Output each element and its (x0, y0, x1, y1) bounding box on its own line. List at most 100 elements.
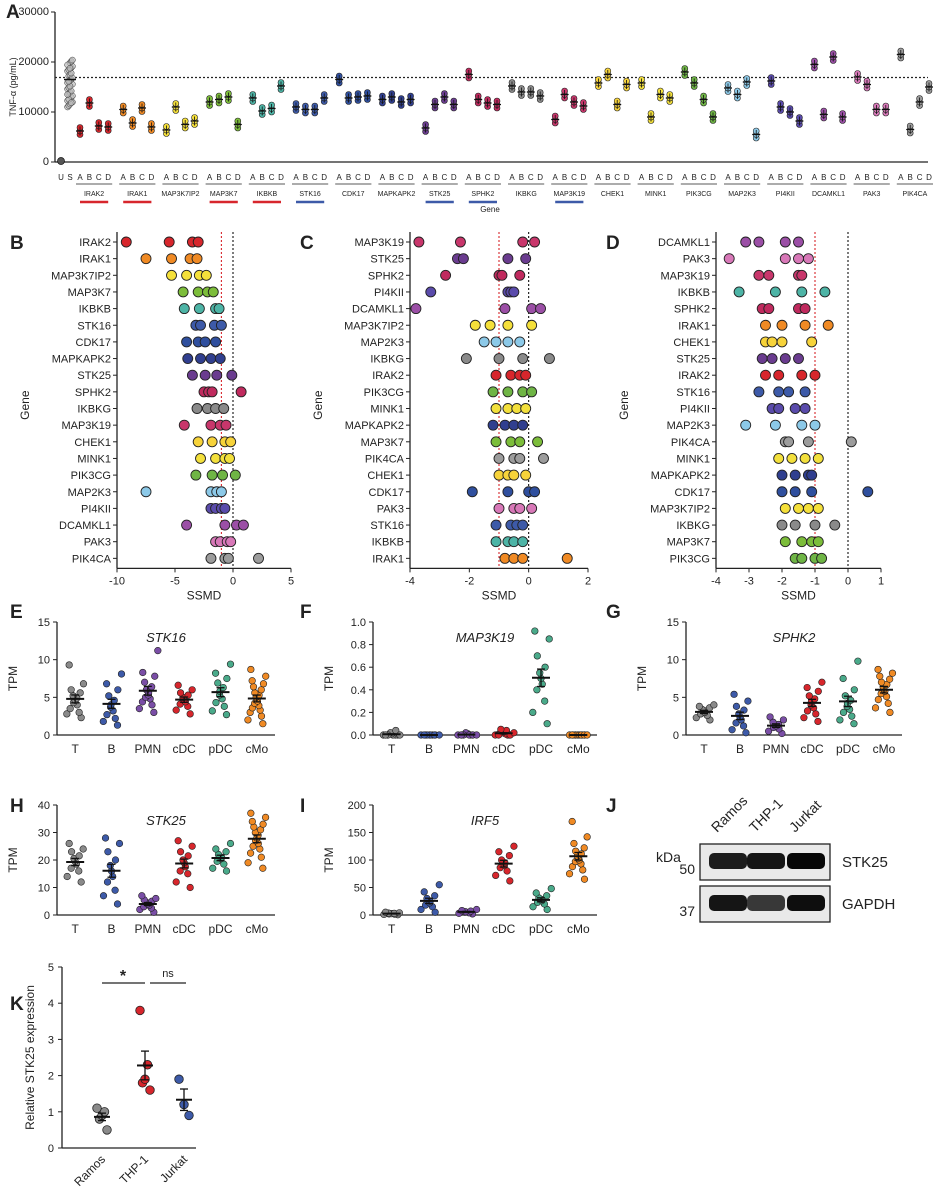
data-point (766, 353, 778, 364)
data-point (514, 269, 526, 281)
data-point (533, 652, 541, 660)
gene-label: STK16 (370, 520, 404, 532)
y-tick-label: 2 (48, 1071, 54, 1083)
data-point (779, 716, 788, 724)
gene-label: SPHK2 (368, 270, 404, 282)
data-point (812, 502, 824, 514)
x-tick-label-replicate: B (692, 173, 697, 182)
data-point (773, 453, 785, 464)
x-tick-label-replicate: B (216, 173, 221, 182)
data-point (829, 519, 841, 531)
x-tick-label: B (425, 922, 433, 936)
data-point (536, 669, 544, 677)
data-point (822, 319, 834, 331)
gene-label: IKBKG (77, 404, 111, 416)
x-tick-label: Ramos (71, 1152, 108, 1189)
data-point (492, 871, 500, 880)
x-tick-label-replicate: D (365, 173, 371, 182)
y-tick-label: 0 (44, 730, 50, 742)
data-point (796, 269, 808, 281)
x-tick-label-replicate: A (380, 173, 386, 182)
gene-title: STK16 (146, 630, 187, 645)
gene-label: CHEK1 (74, 437, 111, 449)
data-point (845, 436, 857, 448)
data-point (514, 502, 526, 514)
data-point (779, 236, 791, 248)
x-tick-label-replicate: A (250, 173, 256, 182)
data-point (756, 353, 768, 364)
gene-label: IKBKB (372, 537, 404, 549)
data-point (229, 469, 241, 481)
x-tick-label-replicate: A (121, 173, 127, 182)
data-point (191, 403, 203, 414)
gene-label: STK25 (370, 254, 404, 266)
x-tick-label-replicate: B (821, 173, 826, 182)
x-tick-label: T (388, 922, 396, 936)
data-point (259, 680, 268, 688)
data-point (505, 851, 513, 860)
x-tick-label: 0 (230, 575, 236, 587)
x-tick-label: -4 (711, 575, 721, 587)
data-point (487, 386, 499, 398)
x-tick-label-replicate: C (442, 173, 448, 182)
data-point (435, 881, 443, 889)
data-point (184, 870, 192, 878)
data-point (884, 699, 892, 707)
data-point (514, 436, 526, 448)
gene-group-label: DCAMKL1 (812, 191, 845, 198)
data-point (779, 536, 791, 548)
data-point (163, 236, 175, 248)
x-tick-label-replicate: A (725, 173, 731, 182)
gene-label: MAP3K7IP2 (344, 320, 404, 332)
data-point (211, 669, 220, 677)
x-tick-label: -5 (170, 575, 180, 587)
data-point (779, 353, 791, 364)
gene-label: MAP3K7IP2 (650, 503, 710, 515)
y-tick-label: 0.0 (351, 730, 366, 742)
gene-label: IKBKG (676, 520, 710, 532)
blot-band (747, 853, 785, 869)
data-point (246, 849, 255, 857)
control-point-stim (64, 91, 71, 98)
data-point (166, 253, 177, 265)
x-tick-label-replicate: C (139, 173, 145, 182)
data-point (796, 419, 808, 431)
x-tick-label: pDC (836, 742, 860, 756)
x-tick-label: cDC (172, 922, 196, 936)
data-point (199, 336, 211, 348)
data-point (212, 699, 220, 707)
data-point (248, 677, 256, 685)
data-point (226, 369, 238, 381)
gene-group-label: MAP2K3 (728, 191, 756, 198)
data-point (490, 403, 502, 414)
data-point (188, 686, 196, 694)
data-point (862, 486, 874, 498)
lane-label: THP-1 (746, 795, 786, 835)
gene-label: IRAK1 (372, 553, 404, 565)
x-tick-label-replicate: C (701, 173, 707, 182)
data-point (102, 680, 111, 688)
gene-label: IKBKG (370, 354, 404, 366)
x-tick-label: cMo (245, 742, 268, 756)
x-tick-label: 2 (585, 575, 591, 587)
data-point (502, 386, 514, 398)
data-point (186, 710, 194, 718)
data-point (199, 369, 211, 381)
data-point (776, 486, 788, 498)
data-point (192, 236, 204, 248)
x-tick-label: B (425, 742, 433, 756)
y-tick-label: 10 (38, 883, 50, 895)
x-tick-label-replicate: D (149, 173, 155, 182)
gene-group-label: SPHK2 (471, 191, 494, 198)
data-point (744, 697, 752, 705)
data-point (193, 303, 205, 315)
data-point (103, 878, 112, 886)
gene-label: MAP3K7 (68, 287, 111, 299)
data-point (529, 486, 541, 498)
data-point (195, 453, 206, 464)
lane-label: Jurkat (786, 797, 824, 835)
x-tick-label-replicate: D (278, 173, 284, 182)
gene-label: PIK4CA (671, 437, 711, 449)
data-point (151, 672, 159, 680)
gene-group-label: PI4KII (776, 191, 795, 198)
